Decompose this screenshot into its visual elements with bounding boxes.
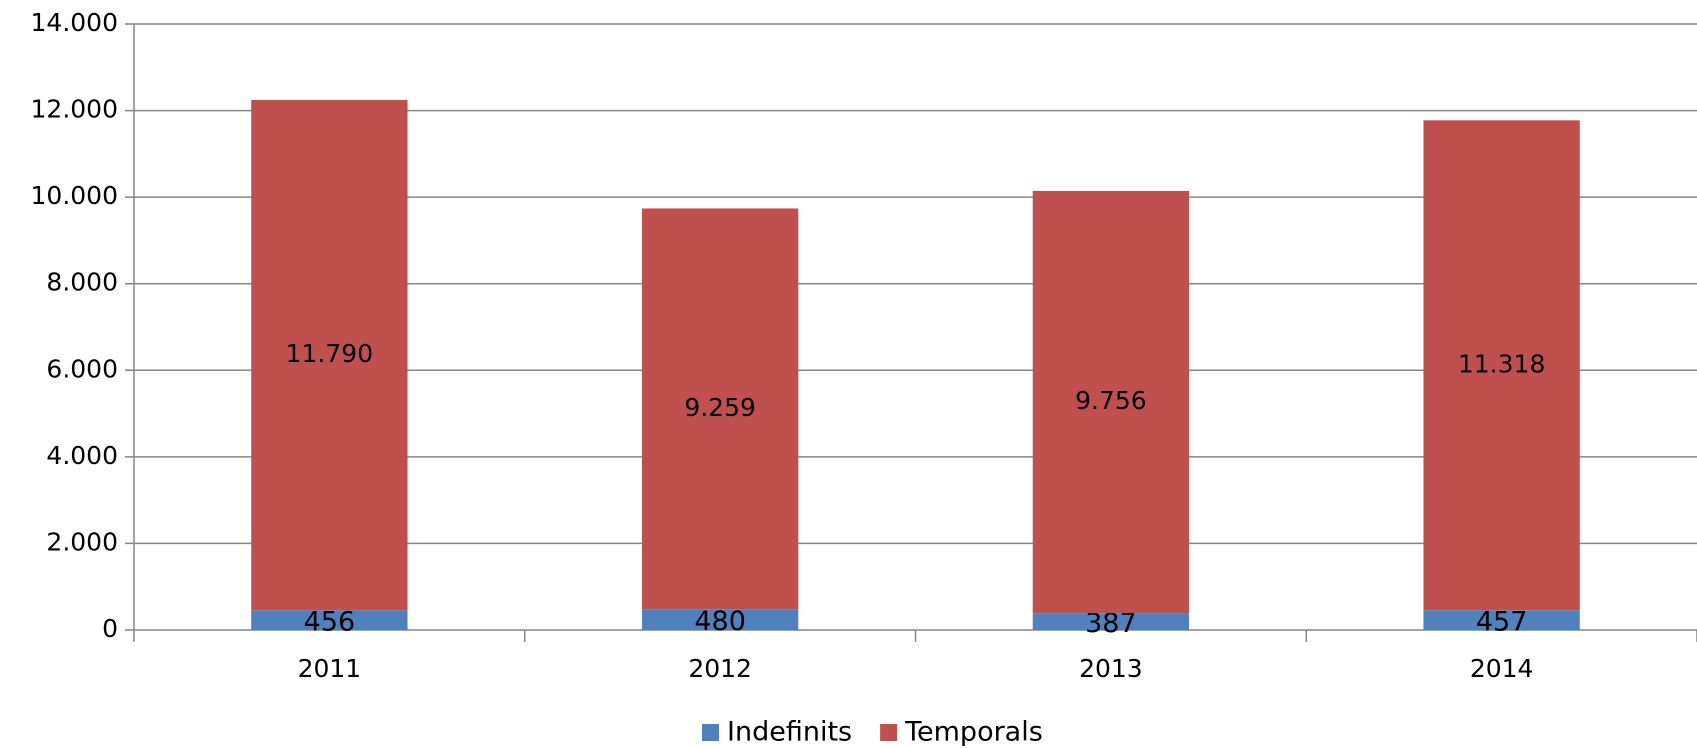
bar-segment [1032, 190, 1190, 614]
y-tick-label: 4.000 [46, 441, 118, 470]
data-label: 9.259 [684, 393, 756, 422]
data-label: 11.790 [286, 339, 373, 368]
bar-segment [1032, 613, 1190, 630]
legend-label: Temporals [904, 717, 1043, 748]
data-label: 387 [1085, 608, 1137, 639]
y-tick-label: 6.000 [46, 354, 118, 383]
x-tick-label: 2012 [688, 654, 752, 683]
bar-segment [1423, 610, 1580, 630]
legend-label: Indefinits [727, 717, 852, 748]
y-tick-label: 8.000 [46, 268, 118, 297]
data-label: 456 [304, 607, 356, 638]
y-tick-label: 2.000 [46, 527, 118, 556]
legend-swatch [880, 724, 898, 741]
y-tick-label: 10.000 [31, 181, 118, 210]
y-tick-label: 12.000 [31, 95, 118, 124]
x-tick-label: 2011 [298, 654, 362, 683]
x-tick-label: 2013 [1079, 654, 1143, 683]
data-label: 480 [694, 606, 746, 637]
bar-segment [641, 208, 799, 610]
bar-segment [1423, 120, 1580, 611]
bar-segment [251, 99, 408, 611]
y-tick-label: 14.000 [31, 8, 118, 37]
data-label: 457 [1476, 607, 1528, 638]
bar-segment [641, 609, 799, 630]
x-tick-label: 2014 [1470, 654, 1534, 683]
y-tick-label: 0 [102, 614, 118, 643]
legend-swatch [702, 724, 719, 741]
data-label: 11.318 [1458, 349, 1545, 378]
data-label: 9.756 [1075, 386, 1147, 415]
bar-segment [251, 610, 408, 630]
